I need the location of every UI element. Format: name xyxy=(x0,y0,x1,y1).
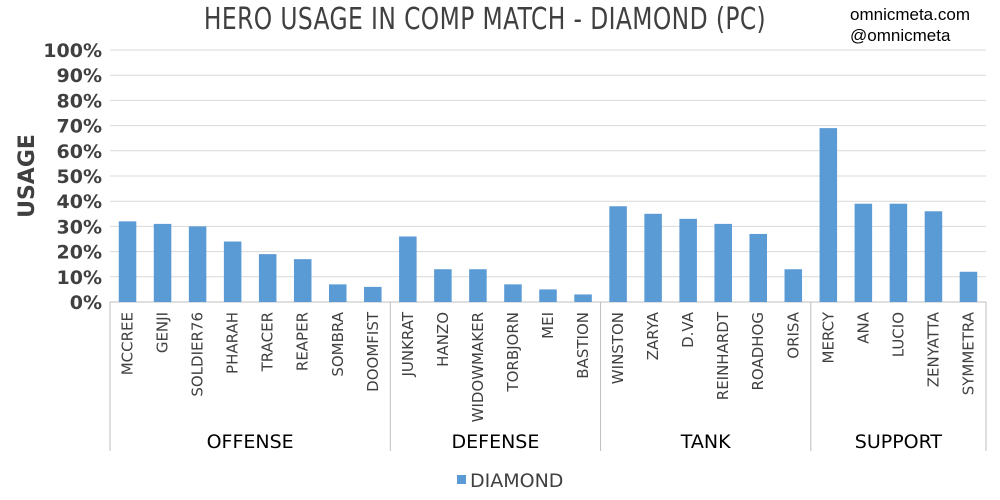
x-category-label: SOMBRA xyxy=(329,311,347,376)
bar xyxy=(293,259,312,302)
bar xyxy=(854,203,873,302)
bar xyxy=(819,128,838,302)
x-category-label: ROADHOG xyxy=(749,312,767,391)
x-category-label: ORISA xyxy=(784,311,802,358)
chart-title: HERO USAGE IN COMP MATCH - DIAMOND (PC) xyxy=(203,2,767,37)
bar xyxy=(329,284,347,302)
bar xyxy=(258,254,277,302)
x-axis-groups: OFFENSE DEFENSE TANK SUPPORT xyxy=(109,302,987,453)
x-category-label: WIDOWMAKER xyxy=(469,312,487,422)
x-category-label: MCCREE xyxy=(119,312,137,375)
y-tick-label: 80% xyxy=(57,90,102,112)
bar xyxy=(609,206,627,302)
y-tick-label: 30% xyxy=(57,216,102,238)
bar xyxy=(399,236,417,302)
bar xyxy=(714,223,732,302)
legend: DIAMOND xyxy=(457,470,563,492)
y-tick-label: 90% xyxy=(57,65,102,87)
x-category-label: BASTION xyxy=(574,312,592,379)
bar xyxy=(924,211,943,302)
gridlines xyxy=(110,49,986,303)
y-tick-label: 10% xyxy=(57,267,102,289)
watermark-url: omnicmeta.com xyxy=(850,5,970,24)
bar xyxy=(153,223,172,302)
y-tick-label: 20% xyxy=(57,242,102,264)
y-tick-label: 60% xyxy=(57,141,102,163)
bar xyxy=(223,241,242,302)
x-category-label: MEI xyxy=(539,312,557,339)
x-category-label: MERCY xyxy=(819,311,837,363)
x-category-label: D.VA xyxy=(679,311,697,348)
x-category-label: HANZO xyxy=(434,312,452,367)
bar xyxy=(434,269,452,302)
bar xyxy=(574,294,592,302)
x-category-label: ZARYA xyxy=(644,311,662,360)
x-category-label: DOOMFIST xyxy=(364,311,382,392)
group-label: DEFENSE xyxy=(452,431,540,453)
bar xyxy=(118,221,137,302)
bar xyxy=(539,289,557,302)
bar xyxy=(679,218,697,302)
watermark-handle: @omnicmeta xyxy=(850,26,951,45)
bar xyxy=(364,286,382,302)
x-category-label: ANA xyxy=(854,311,872,343)
x-axis-categories: MCCREE GENJI SOLDIER76 PHARAH TRACER REAPER SO… xyxy=(119,311,978,422)
x-category-label: WINSTON xyxy=(609,312,627,384)
x-category-label: ZENYATTA xyxy=(924,311,942,387)
x-category-label: SYMMETRA xyxy=(959,311,977,395)
bar xyxy=(188,226,207,302)
x-category-label: PHARAH xyxy=(224,312,242,374)
legend-swatch xyxy=(457,475,466,484)
x-category-label: LUCIO xyxy=(889,312,907,357)
bar xyxy=(504,284,522,302)
y-tick-label: 40% xyxy=(57,191,102,213)
bar xyxy=(889,203,908,302)
group-label: SUPPORT xyxy=(855,431,943,453)
bar xyxy=(749,233,767,302)
legend-label: DIAMOND xyxy=(470,470,563,492)
group-label: TANK xyxy=(680,431,731,453)
x-category-label: REAPER xyxy=(294,312,312,371)
bar xyxy=(784,269,803,302)
y-axis-title: USAGE xyxy=(15,134,40,218)
bars xyxy=(118,128,978,302)
y-tick-label: 70% xyxy=(57,116,102,138)
y-tick-label: 0% xyxy=(70,292,102,314)
bar xyxy=(644,213,662,302)
y-tick-label: 100% xyxy=(43,40,102,62)
x-category-label: TRACER xyxy=(259,312,277,372)
x-category-label: JUNKRAT xyxy=(399,311,417,377)
bar xyxy=(959,271,978,302)
x-category-label: TORBJORN xyxy=(504,312,522,393)
bar xyxy=(469,269,487,302)
x-category-label: SOLDIER76 xyxy=(189,312,207,397)
x-category-label: REINHARDT xyxy=(714,311,732,400)
watermark: omnicmeta.com @omnicmeta xyxy=(850,4,970,46)
group-label: OFFENSE xyxy=(207,431,294,453)
y-tick-label: 50% xyxy=(57,166,102,188)
y-axis-ticks: 0% 10% 20% 30% 40% 50% 60% 70% 80% 90% 100% xyxy=(43,40,102,314)
x-category-label: GENJI xyxy=(154,312,172,353)
